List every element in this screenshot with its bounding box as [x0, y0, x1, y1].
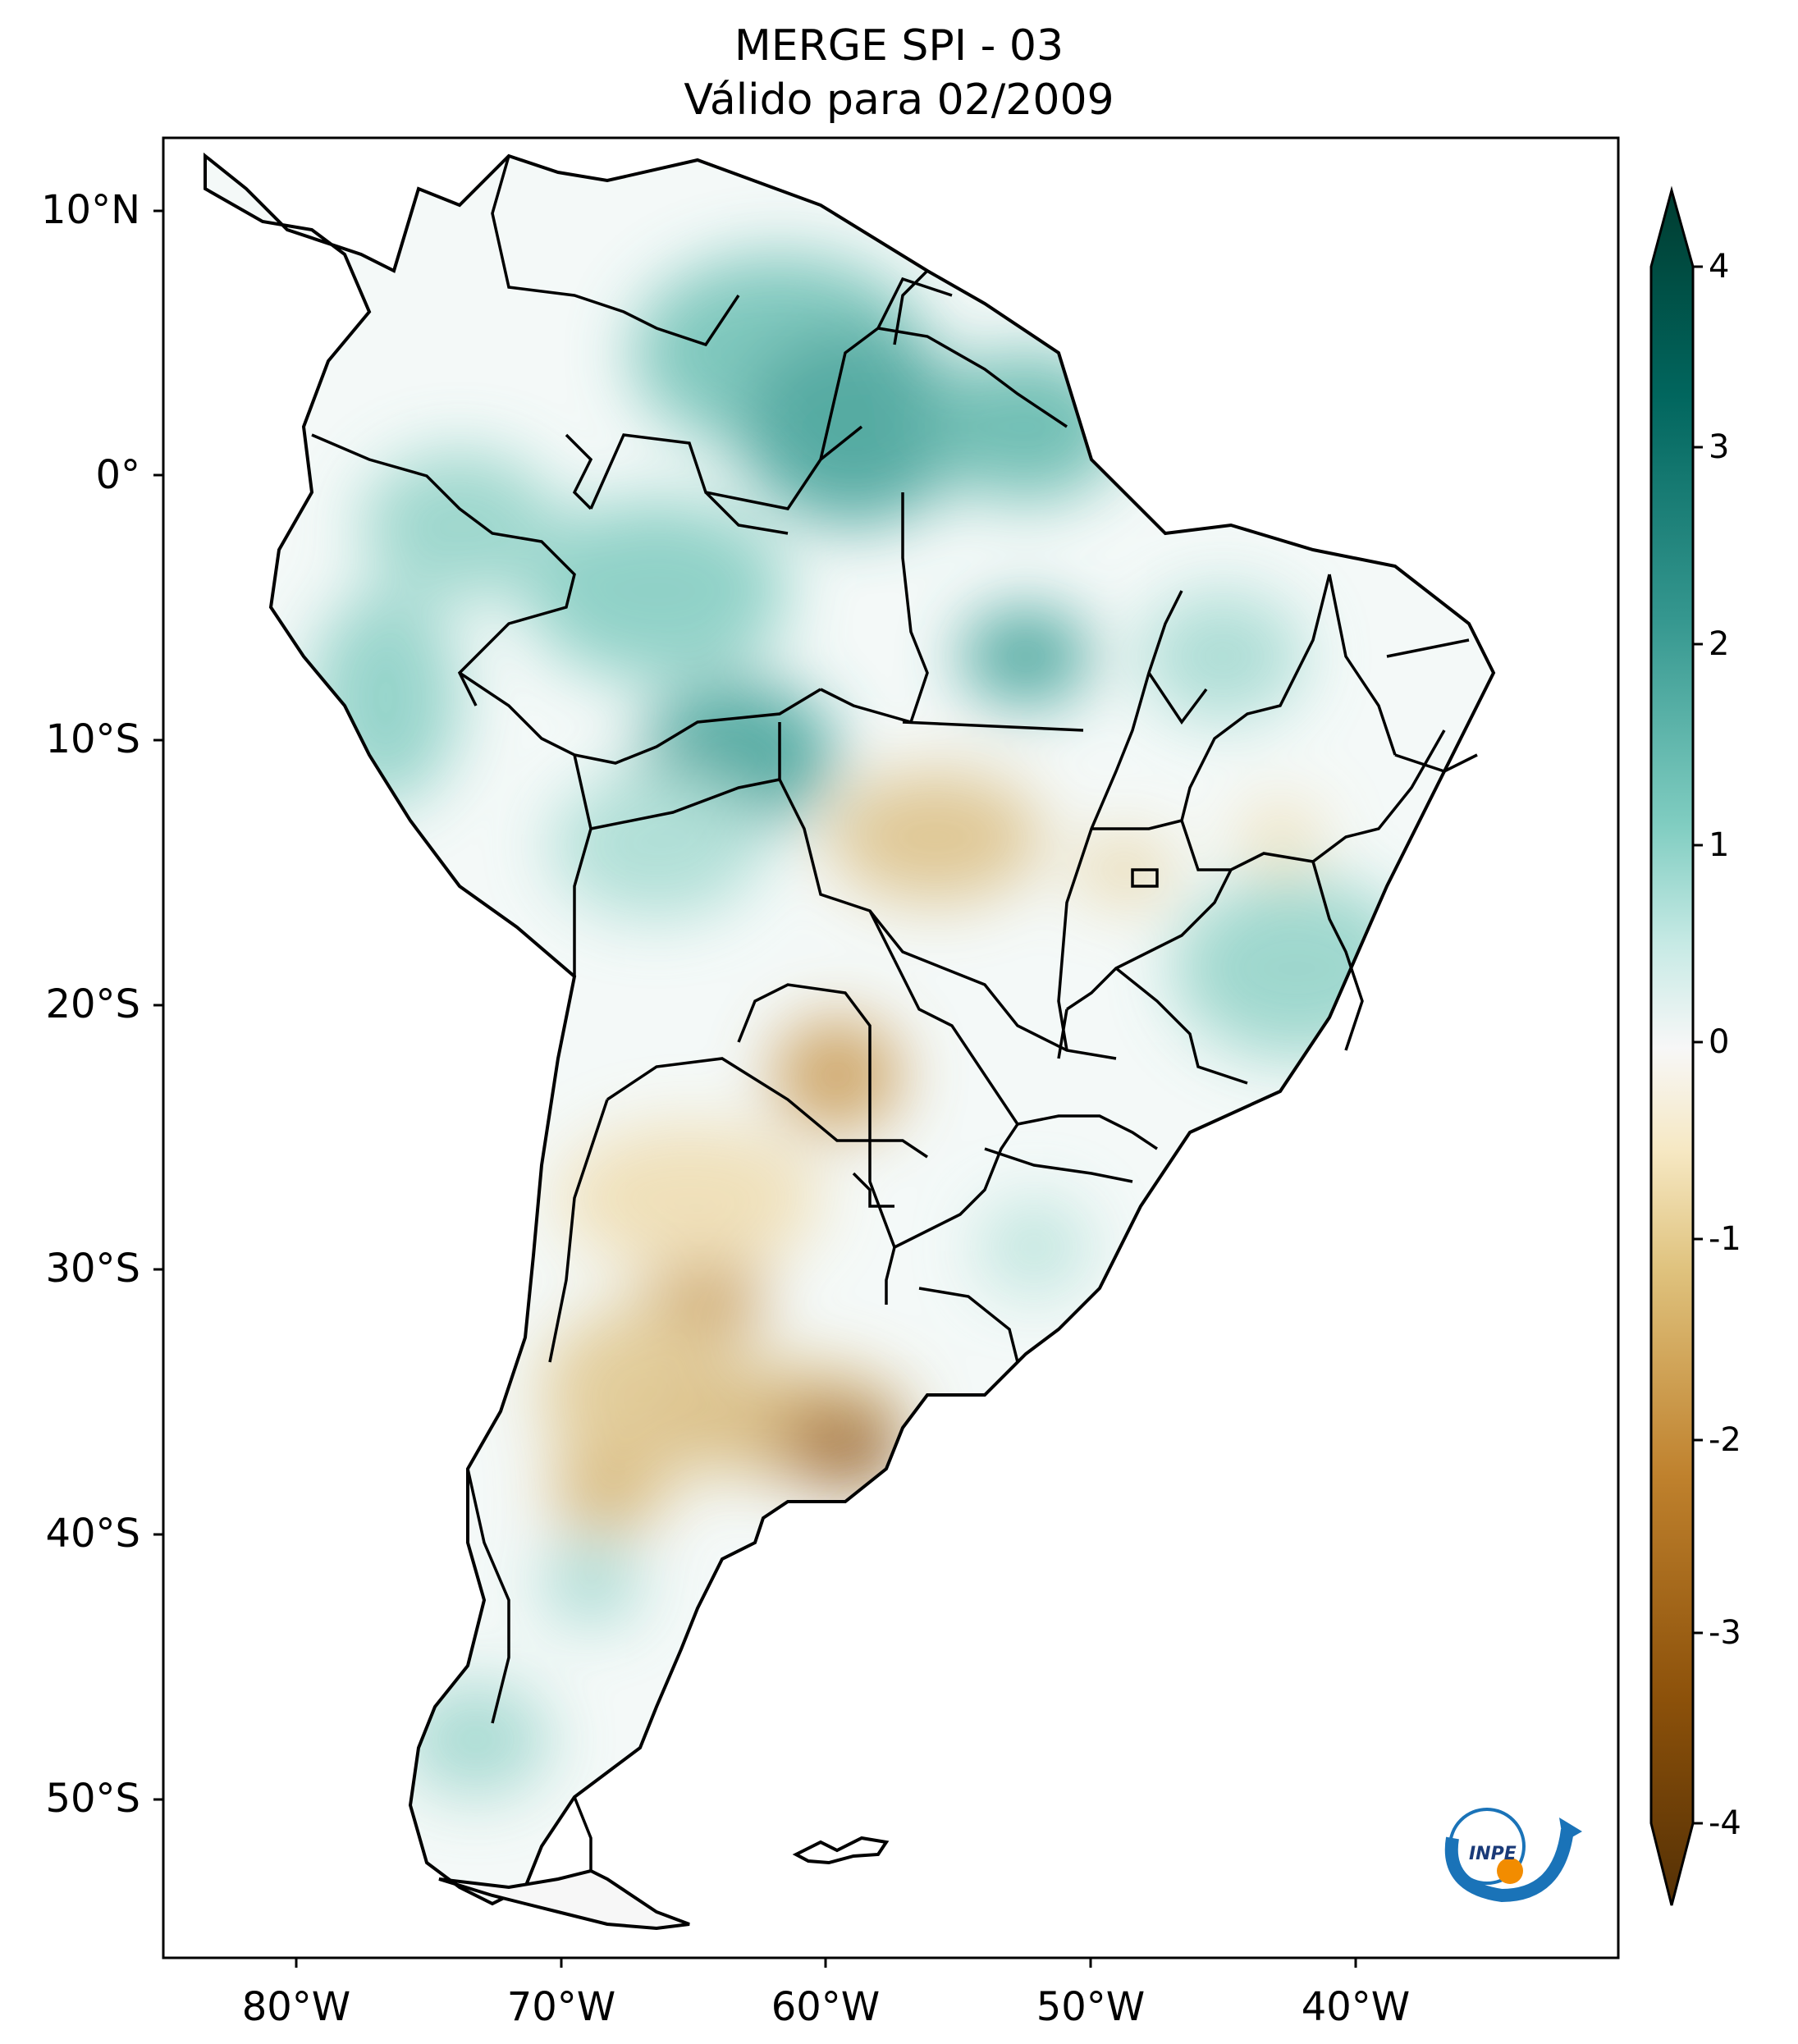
colorbar-tick-minus-4: -4 — [1709, 1804, 1741, 1842]
colorbar-tick-3: 3 — [1709, 428, 1730, 466]
lon-label-40w: 40°W — [1301, 1984, 1411, 2030]
map-title: MERGE SPI - 03 — [734, 21, 1064, 71]
colorbar-tick-minus-3: -3 — [1709, 1614, 1741, 1652]
lat-label-20s: 20°S — [45, 981, 140, 1027]
tierra-del-fuego — [438, 1868, 690, 1931]
coastline — [204, 152, 1496, 1906]
lat-label-40s: 40°S — [45, 1511, 140, 1557]
lat-label-30s: 30°S — [45, 1246, 140, 1292]
colorbar-tick-2: 2 — [1709, 625, 1730, 663]
lon-label-50w: 50°W — [1036, 1984, 1146, 2030]
political-borders — [311, 155, 1478, 1871]
colorbar-tick-4: 4 — [1709, 248, 1730, 286]
colorbar-ticks — [1693, 265, 1703, 1825]
colorbar-tick-1: 1 — [1709, 826, 1730, 864]
lat-label-0: 0° — [95, 452, 140, 498]
inpe-logo-text: INPE — [1469, 1844, 1517, 1864]
map-frame — [162, 136, 1620, 1959]
axis-ticks — [153, 209, 1357, 1968]
lat-label-50s: 50°S — [45, 1776, 140, 1822]
lon-label-60w: 60°W — [771, 1984, 881, 2030]
lat-label-10s: 10°S — [45, 716, 140, 762]
lon-label-80w: 80°W — [241, 1984, 351, 2030]
inpe-logo: INPE — [1444, 1808, 1582, 1903]
lat-label-10n: 10°N — [41, 187, 140, 233]
map-subtitle: Válido para 02/2009 — [684, 75, 1114, 125]
lon-label-70w: 70°W — [506, 1984, 616, 2030]
colorbar-tick-minus-1: -1 — [1709, 1220, 1741, 1258]
colorbar-tick-0: 0 — [1709, 1023, 1730, 1061]
colorbar-tick-minus-2: -2 — [1709, 1421, 1741, 1459]
colorbar — [1649, 185, 1695, 1906]
falkland-islands — [792, 1836, 890, 1865]
